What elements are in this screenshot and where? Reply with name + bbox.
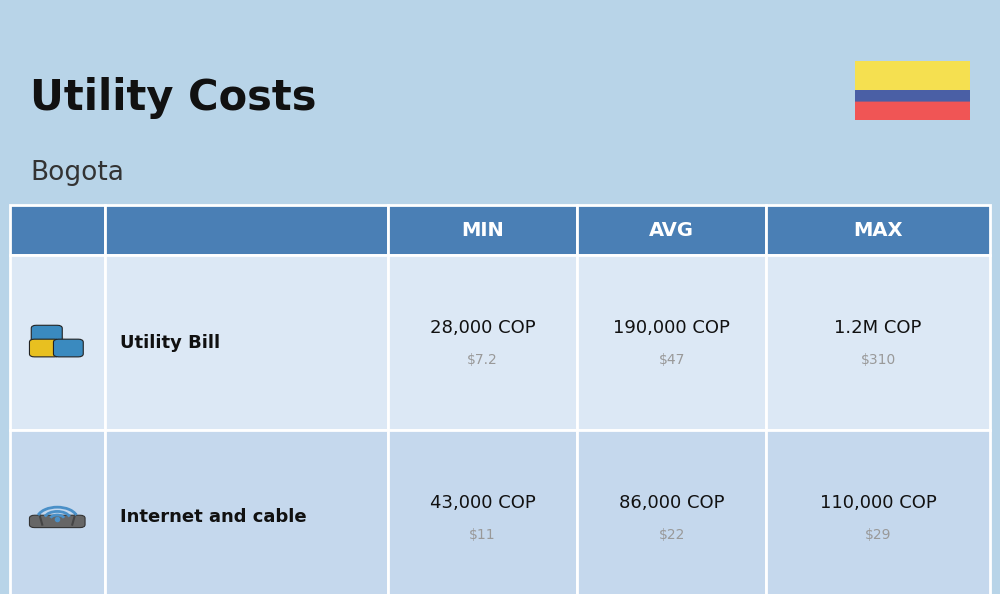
- Text: 43,000 COP: 43,000 COP: [430, 494, 535, 511]
- FancyBboxPatch shape: [10, 205, 105, 255]
- Text: $7.2: $7.2: [467, 353, 498, 367]
- Text: 28,000 COP: 28,000 COP: [430, 318, 535, 337]
- Text: 86,000 COP: 86,000 COP: [619, 494, 724, 511]
- FancyBboxPatch shape: [766, 255, 990, 430]
- FancyBboxPatch shape: [577, 430, 766, 594]
- FancyBboxPatch shape: [388, 205, 577, 255]
- FancyBboxPatch shape: [855, 90, 970, 105]
- Text: $22: $22: [658, 528, 685, 542]
- Text: Utility Costs: Utility Costs: [30, 77, 316, 119]
- Text: 1.2M COP: 1.2M COP: [834, 318, 922, 337]
- FancyBboxPatch shape: [766, 205, 990, 255]
- FancyBboxPatch shape: [29, 515, 85, 527]
- FancyBboxPatch shape: [388, 255, 577, 430]
- Text: $47: $47: [658, 353, 685, 367]
- FancyBboxPatch shape: [766, 430, 990, 594]
- Text: 190,000 COP: 190,000 COP: [613, 318, 730, 337]
- FancyBboxPatch shape: [105, 255, 388, 430]
- Text: $29: $29: [865, 528, 891, 542]
- FancyBboxPatch shape: [850, 58, 975, 93]
- Text: MIN: MIN: [461, 220, 504, 239]
- Text: Bogota: Bogota: [30, 160, 124, 187]
- Text: AVG: AVG: [649, 220, 694, 239]
- FancyBboxPatch shape: [53, 339, 83, 357]
- FancyBboxPatch shape: [31, 326, 62, 344]
- Text: $11: $11: [469, 528, 496, 542]
- FancyBboxPatch shape: [29, 339, 59, 357]
- Text: Internet and cable: Internet and cable: [120, 508, 306, 526]
- FancyBboxPatch shape: [850, 102, 975, 122]
- FancyBboxPatch shape: [10, 430, 105, 594]
- Text: MAX: MAX: [853, 220, 903, 239]
- Text: $310: $310: [860, 353, 896, 367]
- FancyBboxPatch shape: [10, 255, 105, 430]
- FancyBboxPatch shape: [105, 205, 388, 255]
- FancyBboxPatch shape: [577, 255, 766, 430]
- Text: Utility Bill: Utility Bill: [120, 333, 220, 352]
- FancyBboxPatch shape: [577, 205, 766, 255]
- FancyBboxPatch shape: [105, 430, 388, 594]
- FancyBboxPatch shape: [388, 430, 577, 594]
- Text: 110,000 COP: 110,000 COP: [820, 494, 936, 511]
